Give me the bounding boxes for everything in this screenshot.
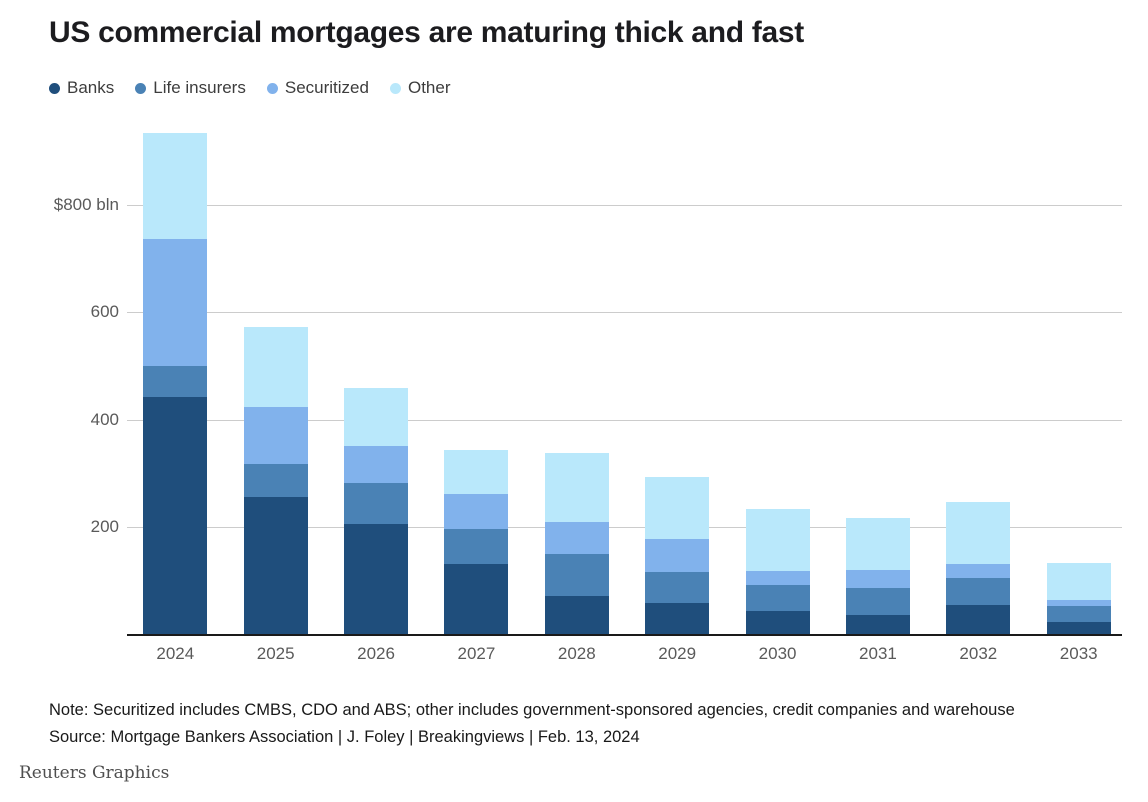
bar-segment-securitized-2031 [845, 570, 910, 588]
bar-segment-other-2031 [845, 518, 910, 571]
y-axis-label-200: 200 [90, 516, 119, 536]
source-text: Source: Mortgage Bankers Association | J… [49, 728, 640, 746]
bar-segment-banks-2030 [745, 611, 810, 634]
bar-segment-securitized-2025 [243, 406, 308, 464]
legend-dot-icon [266, 82, 278, 94]
reuters-graphics-credit: Reuters Graphics [19, 763, 170, 783]
bar-segment-life-insurers-2027 [444, 528, 509, 565]
bar-segment-life-insurers-2031 [845, 587, 910, 615]
legend-item-other: Other [389, 78, 451, 98]
bar-segment-life-insurers-2024 [143, 366, 208, 397]
bar-segment-life-insurers-2025 [243, 463, 308, 498]
plot-area: 200 400 600 $800 bln 2024 2025 2026 2027 2028 202… [53, 132, 1122, 663]
bar-segment-banks-2033 [1046, 622, 1111, 634]
gridline-400 [127, 419, 1122, 421]
x-axis-label-2025: 2025 [256, 644, 295, 663]
legend-item-securitized: Securitized [266, 78, 369, 98]
bar-segment-securitized-2026 [344, 446, 409, 484]
y-axis-label-800: $800 bln [53, 195, 119, 215]
legend-item-life-insurers: Life insurers [135, 78, 246, 98]
legend-dot-icon [49, 82, 60, 94]
x-axis-label-2033: 2033 [1059, 644, 1098, 663]
bar-segment-other-2030 [745, 509, 810, 572]
x-axis-label-2030: 2030 [758, 644, 797, 663]
gridline-600 [127, 312, 1122, 314]
bar-segment-banks-2031 [845, 614, 910, 634]
bar-segment-banks-2026 [344, 524, 409, 634]
x-axis-label-2029: 2029 [658, 644, 697, 663]
x-axis-label-2024: 2024 [156, 644, 195, 663]
bar-segment-securitized-2033 [1046, 599, 1111, 607]
y-axis-label-400: 400 [90, 409, 119, 429]
bar-segment-banks-2027 [444, 564, 509, 634]
legend: Banks Life insurers Securitized Other [49, 78, 451, 98]
bar-segment-other-2029 [645, 477, 710, 539]
bar-segment-life-insurers-2030 [745, 584, 810, 612]
bar-segment-banks-2032 [946, 604, 1011, 634]
bar-segment-life-insurers-2033 [1046, 606, 1111, 623]
chart-title: US commercial mortgages are maturing thi… [49, 16, 804, 49]
bar-segment-other-2032 [946, 502, 1011, 565]
bar-segment-other-2025 [243, 327, 308, 407]
bar-segment-life-insurers-2029 [645, 572, 710, 603]
bar-segment-other-2027 [444, 450, 509, 494]
gridline-800 [127, 205, 1122, 207]
bar-segment-banks-2025 [243, 497, 308, 634]
legend-dot-icon [135, 82, 147, 94]
legend-item-label: Banks [67, 78, 115, 97]
legend-dot-icon [389, 82, 401, 94]
y-axis-label-600: 600 [90, 302, 119, 322]
bar-segment-other-2033 [1046, 563, 1111, 600]
bar-segment-securitized-2028 [544, 521, 609, 554]
x-axis-label-2032: 2032 [959, 644, 998, 663]
x-axis-label-2027: 2027 [457, 644, 496, 663]
x-axis-label-2026: 2026 [357, 644, 395, 663]
bar-segment-life-insurers-2028 [544, 553, 609, 597]
bar-segment-banks-2028 [544, 596, 609, 634]
bar-segment-banks-2024 [143, 396, 208, 634]
bar-segment-life-insurers-2032 [946, 577, 1011, 605]
bar-segment-other-2026 [344, 387, 409, 447]
legend-item-label: Life insurers [153, 78, 246, 97]
legend-item-banks: Banks [49, 78, 114, 98]
note-text: Note: Securitized includes CMBS, CDO and… [49, 701, 1015, 719]
gridline-200 [127, 526, 1122, 528]
bar-segment-securitized-2024 [143, 238, 208, 366]
bar-segment-securitized-2030 [745, 571, 810, 585]
bar-segment-securitized-2029 [645, 538, 710, 573]
legend-item-label: Other [407, 78, 451, 97]
x-axis-label-2028: 2028 [557, 644, 596, 663]
bar-segment-other-2028 [544, 453, 609, 522]
x-axis-baseline [127, 634, 1122, 636]
bar-segment-securitized-2032 [946, 564, 1011, 578]
legend-item-label: Securitized [284, 78, 369, 97]
bar-segment-securitized-2027 [444, 493, 509, 529]
bar-segment-other-2024 [143, 132, 208, 239]
bar-segment-banks-2029 [645, 602, 710, 634]
x-axis-label-2031: 2031 [859, 644, 897, 663]
bar-segment-life-insurers-2026 [344, 483, 409, 525]
